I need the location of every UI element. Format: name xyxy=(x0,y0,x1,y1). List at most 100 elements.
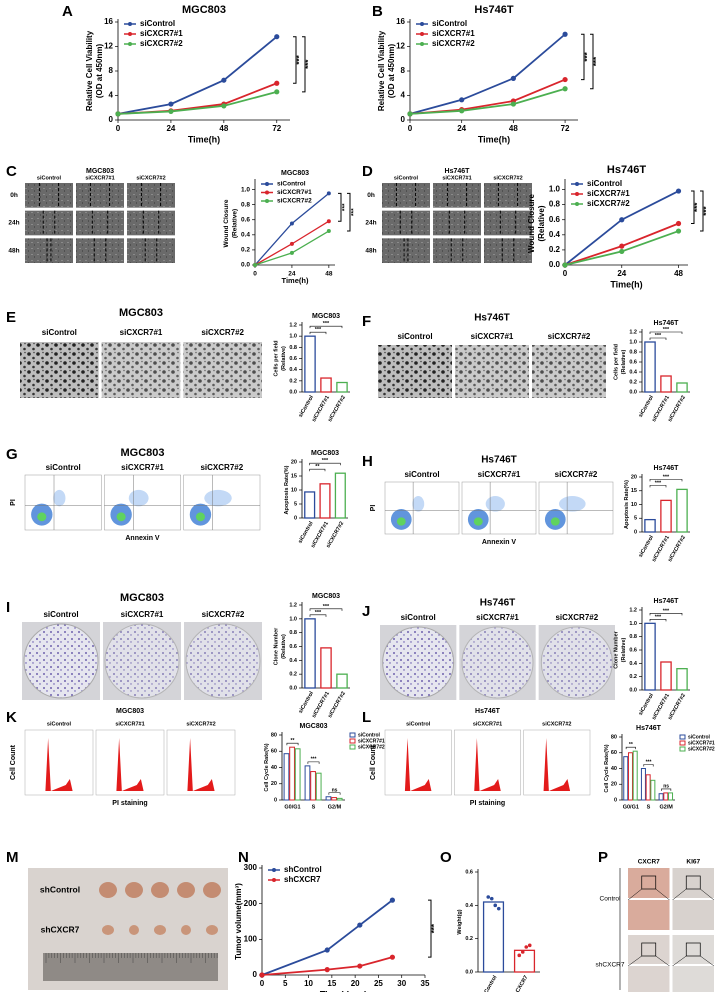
column-label: siCXCR7#1 xyxy=(120,328,163,337)
y-axis-label: (OD at 450nm) xyxy=(387,44,396,99)
chart-title: MGC803 xyxy=(299,723,327,730)
legend-label: shCXCR7 xyxy=(284,875,321,884)
bar xyxy=(663,792,669,801)
cell-cluster xyxy=(550,517,560,526)
data-point xyxy=(357,963,363,969)
data-point xyxy=(619,243,625,249)
significance-label: *** xyxy=(655,333,662,339)
micrograph xyxy=(672,935,714,964)
y-tick-label: 1.2 xyxy=(629,329,637,335)
column-label: siCXCR7#1 xyxy=(115,721,144,727)
y-axis-label: (Relative) xyxy=(621,349,627,374)
zoom-line xyxy=(627,955,670,967)
y-tick-label: 1.0 xyxy=(629,621,637,627)
legend-label: shControl xyxy=(284,865,322,874)
y-tick-label: 1.0 xyxy=(289,616,297,622)
data-point xyxy=(619,248,625,255)
legend-marker xyxy=(679,746,686,752)
y-tick-label: 0.4 xyxy=(289,367,298,373)
micrograph xyxy=(20,342,99,398)
micrograph xyxy=(672,966,714,992)
significance-label: *** xyxy=(315,327,322,333)
significance-bracket xyxy=(307,761,320,764)
zoom-line xyxy=(627,888,670,901)
legend-marker xyxy=(679,734,686,740)
y-tick-label: 0.6 xyxy=(629,359,637,365)
y-tick-label: 0.6 xyxy=(465,869,473,875)
y-tick-label: 10 xyxy=(631,502,637,508)
peak xyxy=(100,738,144,791)
legend-label: siCXCR7#2 xyxy=(277,198,312,205)
image-title: Hs746T xyxy=(474,313,510,324)
column-label: siControl xyxy=(42,328,77,337)
x-tick-label: siControl xyxy=(638,394,656,418)
column-label: CXCR7 xyxy=(638,859,660,866)
significance-bracket xyxy=(661,788,672,791)
significance-label: *** xyxy=(315,610,322,616)
legend-marker xyxy=(265,199,269,203)
significance-label: ** xyxy=(315,464,320,470)
x-tick-label: S xyxy=(647,804,651,810)
y-tick-label: 5 xyxy=(634,516,637,522)
data-point xyxy=(289,221,294,226)
tumor xyxy=(203,882,221,898)
legend-label: siCXCR7#2 xyxy=(587,199,630,208)
significance-bracket xyxy=(649,337,667,340)
data-point xyxy=(489,896,494,901)
column-label: siControl xyxy=(397,332,432,341)
image-title: MGC803 xyxy=(116,708,144,715)
x-tick-label: G0/G1 xyxy=(284,804,300,810)
x-axis-label: Time(h) xyxy=(188,134,220,144)
x-tick-label: 24 xyxy=(617,269,626,278)
micrograph xyxy=(183,342,262,398)
column-label: siControl xyxy=(43,610,78,619)
tumor xyxy=(177,882,195,898)
y-tick-label: 40 xyxy=(271,765,277,771)
bar xyxy=(632,750,638,801)
significance-bracket xyxy=(347,192,351,232)
significance-label: *** xyxy=(295,54,304,64)
micrograph xyxy=(76,210,124,236)
quadrant xyxy=(183,475,260,530)
significance-bracket xyxy=(309,614,327,617)
legend-marker xyxy=(128,42,132,46)
micrograph xyxy=(101,342,181,398)
tumor xyxy=(125,882,143,898)
y-axis-label: Cell Cycle Rate(%) xyxy=(264,743,270,791)
peak xyxy=(527,738,571,791)
significance-label: ** xyxy=(629,742,633,748)
axis-label: PI staining xyxy=(112,800,147,807)
column-label: siControl xyxy=(401,613,436,622)
bar xyxy=(331,797,337,801)
bar xyxy=(336,797,343,801)
x-tick-label: 72 xyxy=(272,124,281,133)
legend-marker xyxy=(128,22,132,26)
bar xyxy=(623,756,629,801)
legend-label: siCXCR7#1 xyxy=(140,29,183,38)
legend-marker xyxy=(420,22,424,26)
cell-cluster xyxy=(558,496,586,512)
y-tick-label: 200 xyxy=(244,899,258,908)
axis-label: Annexin V xyxy=(125,535,160,542)
y-axis-label: Apoptosis Rate(%) xyxy=(284,465,290,514)
row-label: 0h xyxy=(10,192,18,199)
bar xyxy=(482,901,505,973)
y-tick-label: 1.0 xyxy=(289,334,297,340)
significance-label: *** xyxy=(592,56,601,66)
image-title: Hs746T xyxy=(481,455,517,466)
micrograph xyxy=(25,183,73,208)
x-tick-label: 0 xyxy=(253,271,257,278)
panel-letter: D xyxy=(362,163,373,180)
series-line xyxy=(117,36,278,115)
significance-bracket xyxy=(302,36,306,93)
y-axis-label: (Relative) xyxy=(231,209,238,238)
legend-marker xyxy=(265,190,269,195)
data-point xyxy=(562,86,568,92)
legend-label: siControl xyxy=(587,179,622,188)
legend-marker xyxy=(575,182,579,186)
y-axis-label: Wound Closure xyxy=(527,193,536,253)
y-tick-label: 20 xyxy=(631,474,637,480)
column-label: KI67 xyxy=(686,859,700,866)
x-tick-label: 48 xyxy=(509,124,518,133)
legend-label: siControl xyxy=(432,19,467,28)
